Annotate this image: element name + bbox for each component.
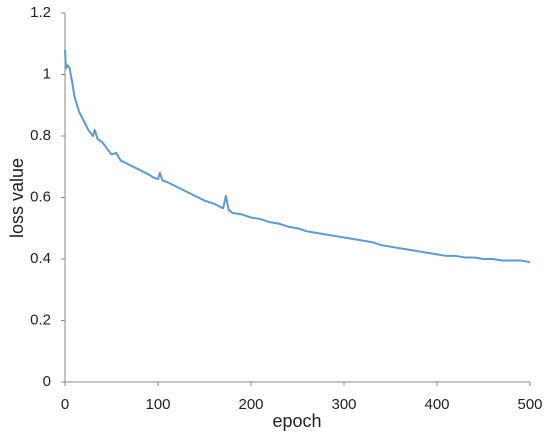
y-axis-title: loss value xyxy=(7,158,27,238)
x-tick-label: 200 xyxy=(238,396,263,413)
y-tick-label: 0.4 xyxy=(30,250,51,267)
x-tick-label: 300 xyxy=(331,396,356,413)
x-tick-label: 100 xyxy=(145,396,170,413)
x-axis-title: epoch xyxy=(272,411,321,431)
y-tick-label: 1 xyxy=(43,65,51,82)
y-tick-label: 0 xyxy=(43,373,51,390)
y-tick-label: 0.2 xyxy=(30,311,51,328)
x-tick-label: 400 xyxy=(424,396,449,413)
x-tick-label: 0 xyxy=(61,396,69,413)
data-line xyxy=(64,49,531,264)
x-tick-label: 500 xyxy=(517,396,542,413)
y-tick-label: 0.6 xyxy=(30,188,51,205)
y-tick-label: 1.2 xyxy=(30,4,51,21)
y-tick-label: 0.8 xyxy=(30,127,51,144)
